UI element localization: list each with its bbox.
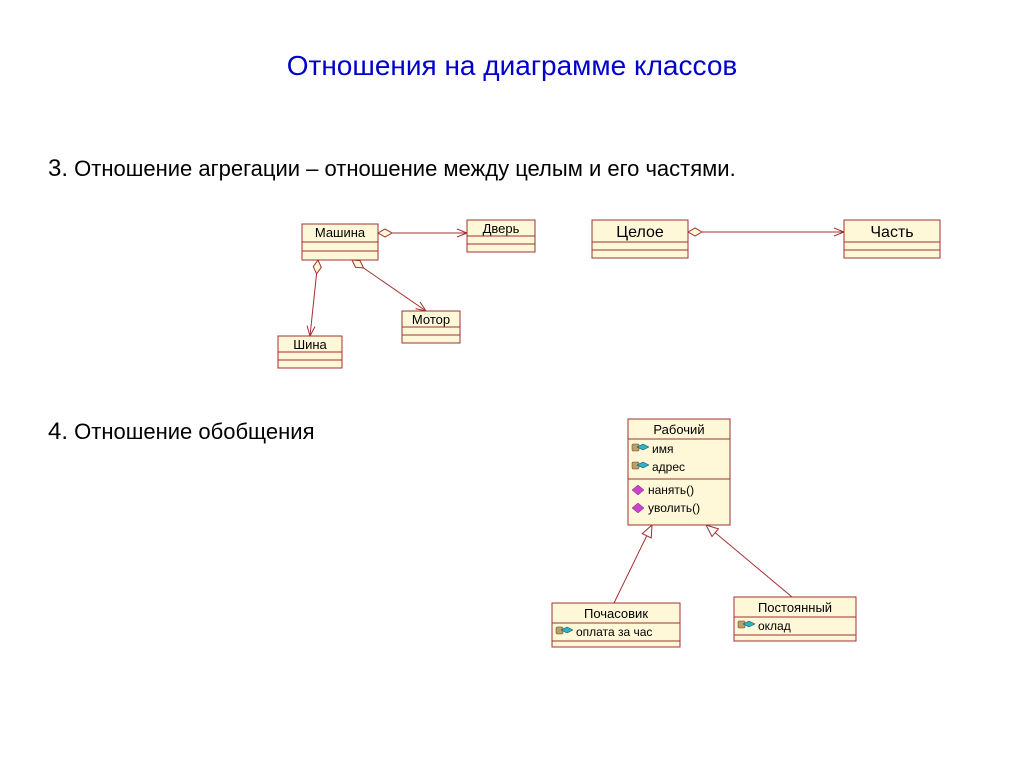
class-box-dver: Дверь: [467, 220, 535, 252]
class-label: Часть: [870, 224, 913, 241]
class-box-postoyanniy: Постоянный оклад: [734, 597, 856, 641]
class-box-rabochiy: Рабочий имя адрес нанять() уволить(): [628, 419, 730, 525]
attr-label: имя: [652, 442, 673, 456]
class-label: Целое: [616, 224, 664, 241]
class-label: Машина: [315, 225, 366, 240]
class-box-pochasovik: Почасовик оплата за час: [552, 603, 680, 647]
attr-label: адрес: [652, 460, 685, 474]
method-label: уволить(): [648, 501, 700, 515]
class-box-motor: Мотор: [402, 311, 460, 343]
edge-postoyanniy-rabochiy: [706, 525, 792, 597]
class-label: Мотор: [412, 312, 450, 327]
class-label: Шина: [293, 337, 327, 352]
attr-label: оклад: [758, 619, 791, 633]
edge-mashina-motor: [352, 260, 426, 311]
class-label: Дверь: [483, 221, 520, 236]
edge-mashina-shina: [310, 260, 318, 336]
class-label: Постоянный: [758, 600, 832, 615]
class-box-shina: Шина: [278, 336, 342, 368]
class-box-tseloe: Целое: [592, 220, 688, 258]
class-label: Рабочий: [653, 422, 704, 437]
method-label: нанять(): [648, 483, 694, 497]
class-box-chast: Часть: [844, 220, 940, 258]
uml-diagram-svg: Машина Дверь Шина Мотор Целое Часть: [0, 0, 1024, 767]
attr-label: оплата за час: [576, 625, 652, 639]
class-box-mashina: Машина: [302, 224, 378, 260]
class-label: Почасовик: [584, 606, 648, 621]
edge-pochasovik-rabochiy: [614, 525, 652, 603]
